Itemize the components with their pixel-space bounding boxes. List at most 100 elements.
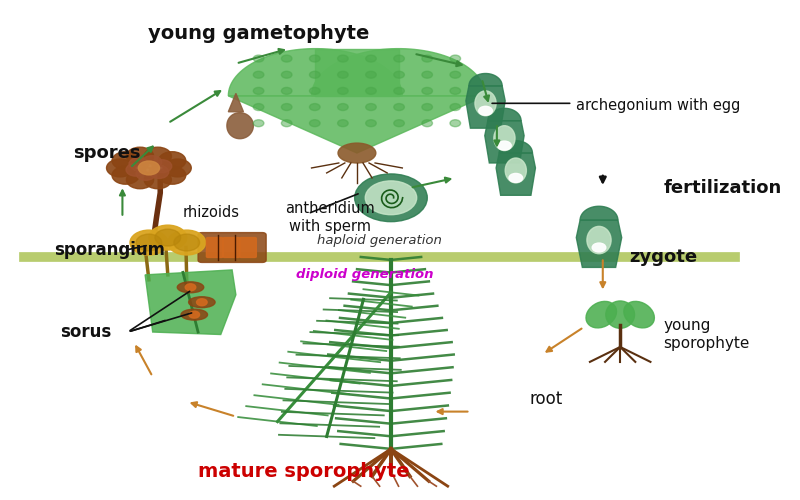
- Circle shape: [338, 88, 348, 94]
- Text: root: root: [530, 390, 562, 408]
- Circle shape: [422, 104, 433, 110]
- Circle shape: [366, 55, 376, 62]
- Circle shape: [394, 71, 404, 78]
- Circle shape: [282, 88, 292, 94]
- Polygon shape: [499, 140, 533, 153]
- Circle shape: [158, 152, 186, 170]
- Polygon shape: [496, 153, 535, 196]
- Polygon shape: [576, 220, 622, 268]
- Circle shape: [478, 106, 492, 116]
- FancyBboxPatch shape: [240, 238, 256, 258]
- FancyBboxPatch shape: [198, 232, 266, 262]
- Text: young
sporophyte: young sporophyte: [663, 318, 750, 350]
- Circle shape: [155, 229, 181, 246]
- Polygon shape: [311, 48, 486, 96]
- Circle shape: [310, 104, 320, 110]
- Circle shape: [142, 156, 162, 168]
- Ellipse shape: [586, 302, 617, 328]
- Circle shape: [168, 230, 206, 255]
- Circle shape: [422, 88, 433, 94]
- Circle shape: [354, 174, 427, 222]
- Text: antheridium
with sperm: antheridium with sperm: [286, 202, 375, 234]
- Circle shape: [149, 225, 186, 250]
- Polygon shape: [228, 94, 243, 112]
- Circle shape: [422, 55, 433, 62]
- Circle shape: [254, 55, 264, 62]
- Circle shape: [310, 88, 320, 94]
- Text: haploid generation: haploid generation: [317, 234, 442, 246]
- Text: archegonium with egg: archegonium with egg: [576, 98, 741, 114]
- Circle shape: [144, 171, 171, 188]
- Circle shape: [152, 160, 172, 172]
- Circle shape: [282, 120, 292, 126]
- Text: young gametophyte: young gametophyte: [148, 24, 370, 43]
- Circle shape: [186, 284, 196, 291]
- Circle shape: [338, 71, 348, 78]
- FancyBboxPatch shape: [206, 238, 223, 258]
- Text: rhizoids: rhizoids: [182, 205, 240, 220]
- Text: mature sporophyte: mature sporophyte: [198, 462, 410, 481]
- Circle shape: [592, 243, 606, 252]
- Circle shape: [509, 174, 522, 182]
- Circle shape: [130, 230, 168, 255]
- Circle shape: [149, 166, 169, 178]
- Circle shape: [366, 120, 376, 126]
- Circle shape: [394, 104, 404, 110]
- Circle shape: [138, 161, 159, 175]
- Circle shape: [126, 171, 154, 188]
- Text: zygote: zygote: [630, 248, 698, 266]
- Text: diploid generation: diploid generation: [296, 268, 434, 281]
- Polygon shape: [488, 108, 521, 120]
- Circle shape: [394, 120, 404, 126]
- Circle shape: [422, 71, 433, 78]
- Circle shape: [450, 71, 461, 78]
- Circle shape: [338, 104, 348, 110]
- Polygon shape: [228, 96, 486, 153]
- Circle shape: [366, 181, 417, 214]
- Ellipse shape: [475, 91, 496, 116]
- Circle shape: [282, 71, 292, 78]
- Circle shape: [450, 104, 461, 110]
- Polygon shape: [580, 206, 618, 220]
- Circle shape: [338, 55, 348, 62]
- Ellipse shape: [587, 226, 611, 254]
- Circle shape: [366, 104, 376, 110]
- Ellipse shape: [624, 302, 654, 328]
- Circle shape: [129, 158, 149, 170]
- Ellipse shape: [189, 296, 215, 308]
- Ellipse shape: [338, 143, 376, 163]
- Circle shape: [136, 168, 156, 180]
- Ellipse shape: [505, 158, 526, 183]
- Circle shape: [310, 120, 320, 126]
- Polygon shape: [485, 120, 524, 163]
- Ellipse shape: [606, 301, 634, 328]
- Circle shape: [498, 141, 511, 150]
- FancyBboxPatch shape: [223, 238, 240, 258]
- Text: sorus: sorus: [60, 323, 111, 341]
- Circle shape: [144, 147, 171, 165]
- Circle shape: [106, 159, 134, 177]
- Circle shape: [450, 88, 461, 94]
- Circle shape: [189, 311, 199, 318]
- Circle shape: [174, 234, 199, 251]
- Ellipse shape: [494, 126, 515, 150]
- Polygon shape: [227, 112, 254, 138]
- Circle shape: [254, 88, 264, 94]
- Polygon shape: [228, 48, 402, 96]
- Polygon shape: [315, 48, 398, 96]
- Circle shape: [254, 104, 264, 110]
- Circle shape: [282, 104, 292, 110]
- Circle shape: [422, 120, 433, 126]
- Circle shape: [112, 166, 139, 184]
- Polygon shape: [145, 270, 236, 334]
- Circle shape: [136, 234, 162, 251]
- Circle shape: [394, 55, 404, 62]
- Polygon shape: [469, 74, 502, 86]
- Ellipse shape: [178, 282, 204, 293]
- Text: spores: spores: [74, 144, 141, 162]
- Text: sporangium: sporangium: [54, 241, 166, 259]
- Circle shape: [450, 120, 461, 126]
- Circle shape: [158, 166, 186, 184]
- Ellipse shape: [181, 309, 207, 320]
- Circle shape: [394, 88, 404, 94]
